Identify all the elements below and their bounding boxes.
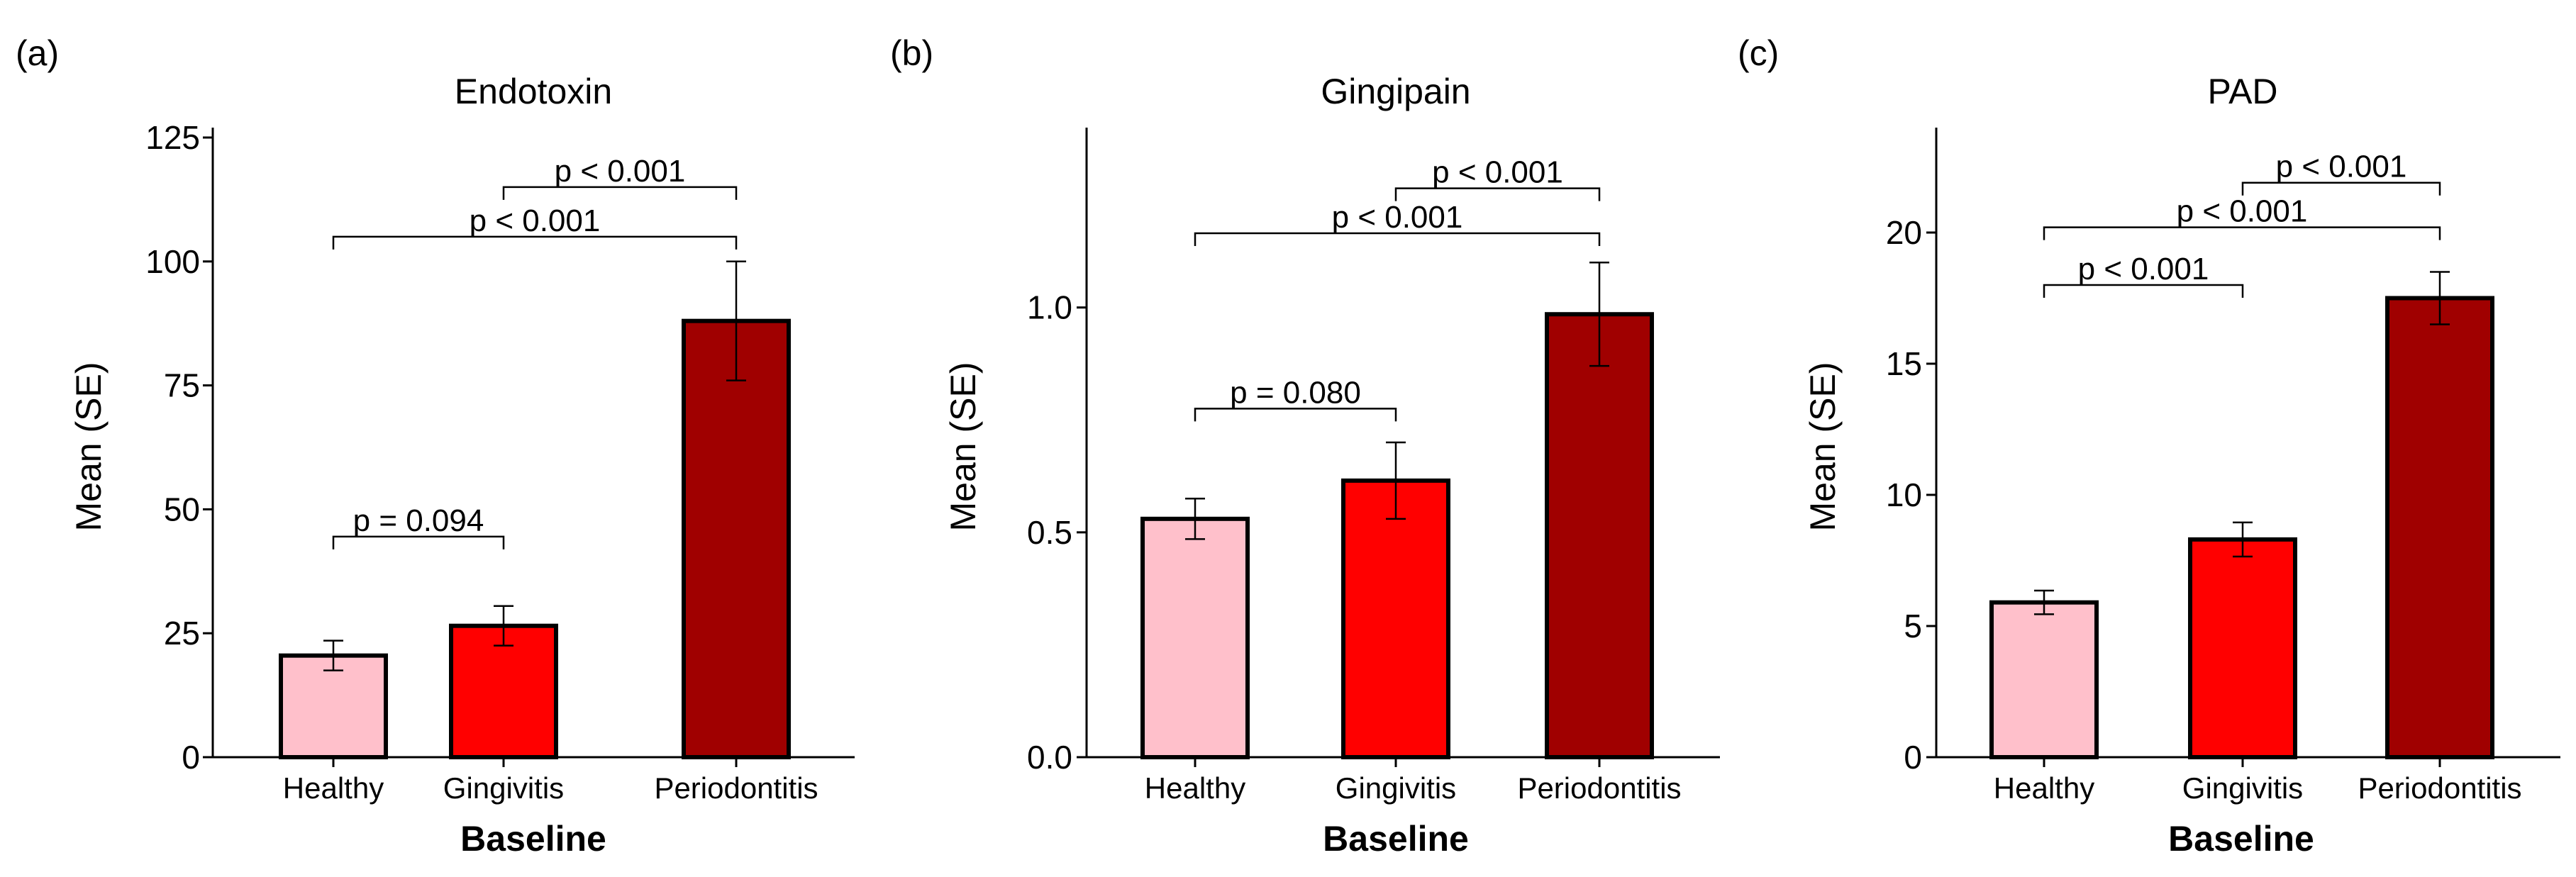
panel-b-y-tick-label: 0.0 [1027, 739, 1072, 776]
panel-c-bar-periodontitis [2385, 296, 2494, 759]
panel-a-bar-periodontitis [682, 318, 791, 759]
panel-c-comparison-bracket [2241, 181, 2441, 196]
panel-c-comparison-bracket [2043, 226, 2441, 240]
panel-b-comparison-label: p < 0.001 [1332, 200, 1463, 235]
panel-letter-b: (b) [890, 33, 933, 73]
panel-b-y-tick-label: 0.5 [1027, 514, 1072, 551]
panel-a-x-axis-label: Baseline [460, 819, 606, 859]
panel-c-y-tick-label: 10 [1886, 476, 1922, 513]
panel-a-x-tick-label-periodontitis: Periodontitis [654, 771, 818, 805]
panel-a-comparison-label: p < 0.001 [555, 154, 686, 189]
panel-c-title: PAD [2207, 72, 2277, 111]
panel-c-y-tick-label: 0 [1904, 739, 1922, 776]
panel-c-x-tick-label-gingivitis: Gingivitis [2182, 771, 2303, 805]
panel-a-y-tick-label: 75 [164, 367, 200, 404]
panel-c-y-tick-label: 5 [1904, 608, 1922, 644]
panel-a-y-tick-label: 100 [145, 243, 200, 280]
panel-c-y-axis-label: Mean (SE) [1803, 362, 1843, 532]
panel-a-y-tick-label: 50 [164, 491, 200, 527]
panel-a-x-tick-label-healthy: Healthy [283, 771, 384, 805]
panel-letter-a: (a) [16, 33, 59, 73]
panel-c-bar-healthy [1989, 600, 2099, 760]
panel-b-comparison-label: p = 0.080 [1230, 375, 1361, 410]
panel-c-comparison-label: p < 0.001 [2177, 194, 2308, 229]
panel-c-comparison-label: p < 0.001 [2078, 252, 2209, 286]
panel-a-y-tick-label: 125 [145, 119, 200, 156]
panel-b-y-tick-label: 1.0 [1027, 289, 1072, 326]
panel-a-title: Endotoxin [455, 72, 612, 111]
panel-b-title: Gingipain [1321, 72, 1470, 111]
panel-c: (c) PAD Mean (SE) Baseline 0 5 10 15 20 Healt… [1738, 33, 2560, 859]
panel-a-x-tick-label-gingivitis: Gingivitis [443, 771, 564, 805]
panel-a-y-tick-label: 0 [182, 739, 200, 776]
panel-c-bar-gingivitis [2188, 537, 2297, 760]
panel-c-y-tick-label: 20 [1886, 214, 1922, 251]
panel-c-x-tick-label-healthy: Healthy [1994, 771, 2094, 805]
panel-a-comparison-bracket [502, 186, 738, 200]
panel-letter-c: (c) [1738, 33, 1779, 73]
panel-b-bar-periodontitis [1545, 312, 1654, 759]
panel-c-comparison-bracket [2043, 284, 2244, 298]
panel-c-y-tick-label: 15 [1886, 345, 1922, 382]
panel-a-comparison-bracket [332, 235, 738, 250]
panel-a-y-axis-label: Mean (SE) [69, 362, 109, 532]
panel-a-comparison-label: p < 0.001 [470, 203, 601, 238]
panel-b-x-tick-label-healthy: Healthy [1145, 771, 1245, 805]
panel-a-y-tick-label: 25 [164, 615, 200, 652]
panel-c-x-axis-label: Baseline [2168, 819, 2314, 859]
panel-c-x-tick-label-periodontitis: Periodontitis [2358, 771, 2521, 805]
panel-b-y-axis-label: Mean (SE) [943, 362, 983, 532]
panel-a-comparison-label: p = 0.094 [353, 503, 484, 538]
panel-b-bar-healthy [1140, 516, 1250, 759]
panel-b-x-tick-label-periodontitis: Periodontitis [1517, 771, 1681, 805]
panel-a-comparison-bracket [332, 535, 505, 549]
panel-b-comparison-bracket [1394, 187, 1601, 201]
panel-b-bar-gingivitis [1341, 478, 1450, 760]
panel-b-comparison-bracket [1194, 232, 1601, 247]
panel-b: (b) Gingipain Mean (SE) Baseline 0.0 0.5 1… [890, 33, 1720, 859]
panel-b-comparison-label: p < 0.001 [1432, 155, 1563, 190]
panel-b-comparison-bracket [1194, 408, 1397, 422]
panel-b-x-tick-label-gingivitis: Gingivitis [1336, 771, 1456, 805]
panel-b-x-axis-label: Baseline [1323, 819, 1469, 859]
panel-a: (a) Endotoxin Mean (SE) Baseline 0 25 50 75… [16, 33, 855, 859]
panel-c-comparison-label: p < 0.001 [2276, 150, 2407, 184]
